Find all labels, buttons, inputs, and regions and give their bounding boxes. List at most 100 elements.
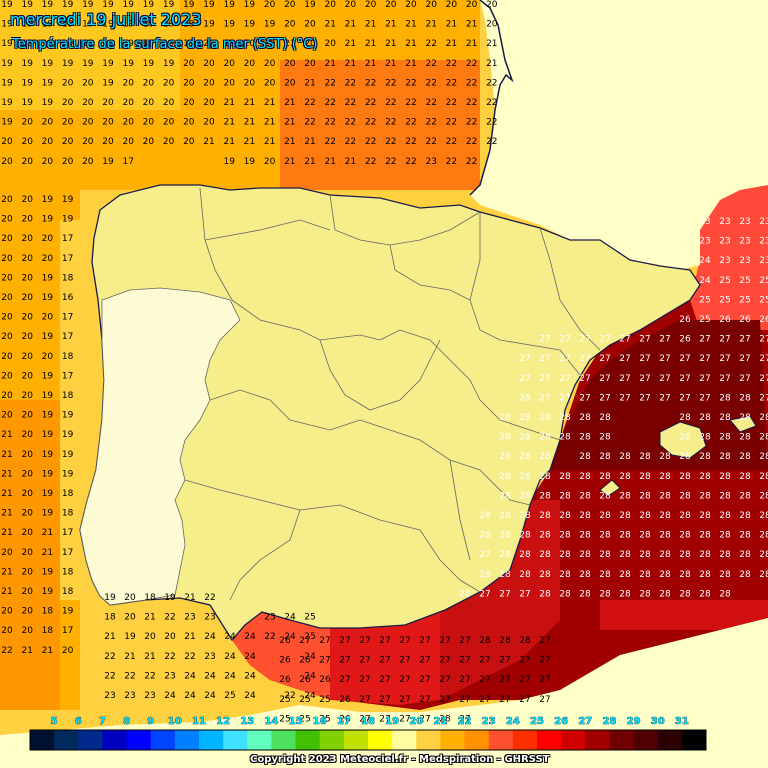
sst-value-label: 24: [304, 671, 316, 681]
sst-value-label: 20: [164, 632, 176, 642]
sst-value-label: 28: [519, 491, 531, 501]
sst-value-label: 20: [42, 118, 54, 128]
sst-value-label: 20: [143, 78, 155, 88]
legend-swatch: [537, 730, 562, 750]
sst-value-label: 20: [42, 137, 54, 147]
color-legend: 5 6 7 8 9 10 11 12 13 14 15 16 17 18 19 20 21 22 23 24 25 26 2…: [29, 716, 707, 751]
legend-label: 24: [506, 716, 520, 727]
sst-value-label: 19: [42, 293, 54, 303]
sst-value-label: 19: [42, 332, 54, 342]
sst-value-label: 28: [519, 472, 531, 482]
sst-value-label: 28: [559, 511, 571, 521]
sst-value-label: 22: [425, 137, 436, 147]
sst-value-label: 27: [419, 695, 430, 705]
sst-value-label: 20: [1, 313, 13, 323]
sst-value-label: 18: [62, 352, 74, 362]
sst-value-label: 18: [144, 593, 156, 603]
sst-value-label: 19: [42, 509, 54, 519]
sst-value-label: 21: [1, 430, 12, 440]
sst-value-label: 21: [486, 59, 497, 69]
sst-value-label: 20: [82, 98, 94, 108]
legend-swatch: [102, 730, 128, 750]
sst-value-label: 23: [425, 157, 436, 167]
sst-value-label: 28: [579, 433, 591, 443]
sst-value-label: 20: [1, 215, 13, 225]
sst-value-label: 20: [1, 234, 13, 244]
sst-value-label: 27: [499, 675, 510, 685]
sst-value-label: 20: [486, 20, 498, 30]
sst-value-label: 20: [102, 137, 114, 147]
sst-value-label: 28: [659, 570, 671, 580]
sst-value-label: 26: [739, 315, 751, 325]
sst-value-label: 28: [719, 393, 731, 403]
sst-value-label: 19: [1, 20, 13, 30]
sst-value-label: 19: [124, 632, 136, 642]
legend-label: 20: [409, 716, 423, 727]
sst-value-label: 28: [659, 550, 671, 560]
sst-value-label: 28: [619, 570, 631, 580]
sst-value-label: 20: [21, 215, 33, 225]
sst-value-label: 27: [519, 374, 530, 384]
sst-value-label: 27: [439, 636, 450, 646]
sst-value-label: 22: [104, 671, 115, 681]
sst-value-label: 28: [599, 531, 611, 541]
sst-value-label: 27: [539, 675, 550, 685]
sst-value-label: 23: [164, 671, 175, 681]
legend-swatch: [585, 730, 610, 750]
sst-value-label: 28: [499, 472, 511, 482]
sst-value-label: 22: [425, 118, 436, 128]
sst-value-label: 23: [144, 691, 155, 701]
sst-value-label: 28: [719, 433, 731, 443]
sst-value-label: 28: [639, 531, 651, 541]
sst-value-label: 21: [184, 593, 195, 603]
sst-value-label: 21: [365, 59, 376, 69]
map-title: mercredi 19 juillet 2023: [10, 10, 202, 29]
sst-value-label: 20: [1, 607, 13, 617]
sst-value-label: 22: [184, 652, 195, 662]
sst-value-label: 28: [719, 452, 731, 462]
sst-value-label: 28: [539, 472, 551, 482]
sst-value-label: 21: [304, 78, 315, 88]
sst-value-label: 28: [639, 589, 651, 599]
sst-value-label: 27: [359, 656, 370, 666]
sst-value-label: 20: [62, 78, 74, 88]
sst-value-label: 28: [499, 531, 511, 541]
sst-value-label: 19: [21, 78, 33, 88]
sst-value-label: 19: [122, 39, 134, 49]
sst-value-label: 20: [21, 626, 33, 636]
sst-value-label: 20: [223, 78, 235, 88]
sst-value-label: 24: [224, 671, 236, 681]
sst-value-label: 25: [739, 295, 750, 305]
sst-value-label: 20: [82, 137, 94, 147]
sst-value-label: 23: [264, 613, 275, 623]
sst-value-label: 23: [204, 613, 215, 623]
sst-value-label: 25: [279, 714, 290, 724]
sst-value-label: 25: [304, 632, 315, 642]
sst-value-label: 20: [21, 587, 33, 597]
france-land: [470, 0, 768, 270]
legend-label: 16: [313, 716, 327, 727]
sst-value-label: 20: [42, 313, 54, 323]
sst-value-label: 24: [204, 632, 216, 642]
sst-value-label: 24: [304, 691, 316, 701]
sst-value-label: 27: [699, 354, 710, 364]
sst-value-label: 25: [759, 295, 768, 305]
sst-value-label: 27: [499, 656, 510, 666]
sst-value-label: 20: [264, 157, 276, 167]
sst-value-label: 19: [62, 0, 74, 10]
sst-value-label: 24: [244, 652, 256, 662]
sst-value-label: 20: [466, 0, 478, 10]
sst-value-label: 28: [559, 491, 571, 501]
sst-value-label: 28: [759, 491, 768, 501]
sst-value-label: 20: [82, 78, 94, 88]
sst-value-label: 19: [42, 469, 54, 479]
sst-value-label: 27: [559, 354, 570, 364]
sst-value-label: 19: [203, 0, 215, 10]
sst-value-label: 27: [599, 393, 610, 403]
sst-value-label: 28: [759, 570, 768, 580]
mallorca: [659, 421, 707, 459]
sst-value-label: 22: [466, 118, 477, 128]
sst-value-label: 28: [519, 531, 531, 541]
sst-value-label: 21: [405, 20, 416, 30]
sst-value-label: 25: [759, 276, 768, 286]
